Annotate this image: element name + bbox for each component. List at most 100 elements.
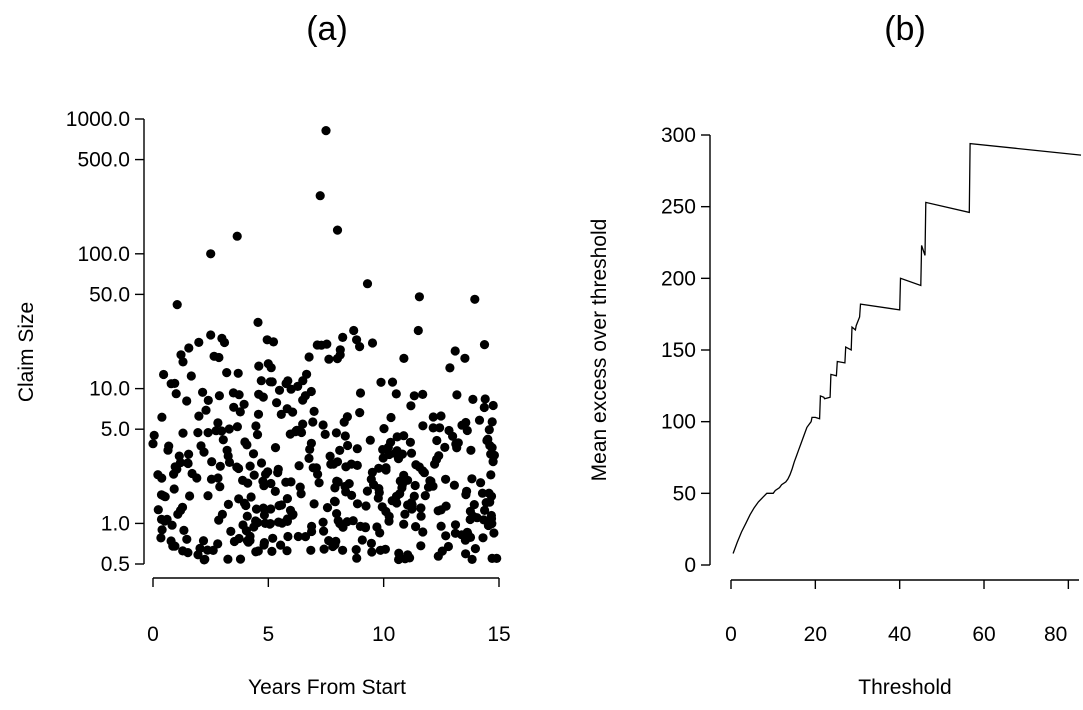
scatter-point [206,249,216,259]
scatter-point [352,444,362,454]
scatter-point [489,450,499,460]
scatter-point [222,445,232,455]
scatter-point [480,505,490,515]
scatter-point [218,435,228,445]
scatter-point [175,458,186,468]
scatter-point [352,553,362,563]
scatter-point [461,490,471,500]
scatter-point [241,500,251,511]
scatter-point [306,545,316,555]
scatter-point [467,554,477,565]
scatter-point [276,500,287,510]
scatter-point [366,538,376,549]
scatter-point [319,544,329,554]
scatter-point [215,482,225,492]
scatter-point [193,428,203,438]
scatter-point [460,353,470,363]
scatter-point [171,389,181,399]
scatter-point [254,389,264,399]
scatter-point [281,477,291,487]
scatter-point [270,486,280,496]
scatter-point [238,475,248,485]
scatter-point [340,481,350,492]
panel-a-x-tick-label: 15 [487,623,510,646]
panel-b-x-tick-label: 80 [1044,623,1067,646]
scatter-point [352,499,363,509]
scatter-point [486,470,496,480]
scatter-point [436,411,446,421]
scatter-point [339,417,349,427]
scatter-point [332,508,342,519]
scatter-point [467,474,477,484]
scatter-point [232,422,242,432]
scatter-point [352,460,362,470]
scatter-point [285,429,295,439]
scatter-point [273,517,284,527]
scatter-point [185,491,195,501]
scatter-point [203,395,213,405]
panel-a-points [148,126,502,565]
scatter-point [414,292,424,302]
scatter-point [367,338,378,348]
scatter-point [357,535,367,545]
mean-excess-line [732,142,1082,554]
scatter-point [416,511,426,521]
scatter-point [252,430,263,440]
scatter-point [441,531,451,541]
scatter-point [487,417,497,427]
scatter-point [283,531,293,542]
scatter-point [282,494,292,504]
scatter-point [183,458,193,468]
scatter-point [405,437,415,447]
scatter-point [409,391,419,401]
scatter-point [486,510,496,521]
scatter-point [321,126,331,136]
scatter-point [428,423,438,433]
scatter-point [338,332,348,342]
panel-a-x-tick-label: 5 [262,623,274,646]
scatter-point [400,509,410,519]
scatter-point [468,394,478,404]
scatter-point [234,390,244,400]
scatter-point [362,279,373,289]
scatter-point [492,553,502,564]
scatter-point [176,350,186,360]
scatter-point [466,445,476,455]
scatter-point [399,353,409,363]
scatter-point [474,415,485,425]
scatter-point [392,432,402,442]
scatter-point [484,488,494,498]
scatter-point [377,502,387,512]
scatter-point [348,516,358,526]
scatter-point [253,518,263,528]
scatter-point [206,474,217,484]
scatter-point [253,546,263,556]
scatter-point [352,335,362,345]
scatter-point [403,500,413,510]
scatter-point [304,453,314,463]
scatter-point [222,368,232,378]
scatter-point [362,486,372,496]
scatter-point [325,451,335,461]
scatter-point [479,340,490,350]
scatter-point [392,498,402,508]
panel-a-y-tick-label: 5.0 [101,418,130,441]
scatter-point [399,519,409,529]
scatter-point [248,449,259,459]
scatter-point [215,461,225,471]
scatter-point [420,491,430,501]
scatter-point [324,354,334,364]
scatter-point [387,377,398,387]
scatter-point [335,345,345,355]
scatter-point [476,478,486,488]
scatter-point [287,510,298,520]
scatter-point [319,526,329,536]
scatter-point [300,532,311,542]
scatter-point [411,522,421,532]
scatter-point [201,405,211,415]
scatter-point [332,225,343,235]
scatter-point [265,377,275,387]
scatter-point [450,346,460,356]
scatter-point [309,499,319,509]
scatter-point [246,492,256,502]
